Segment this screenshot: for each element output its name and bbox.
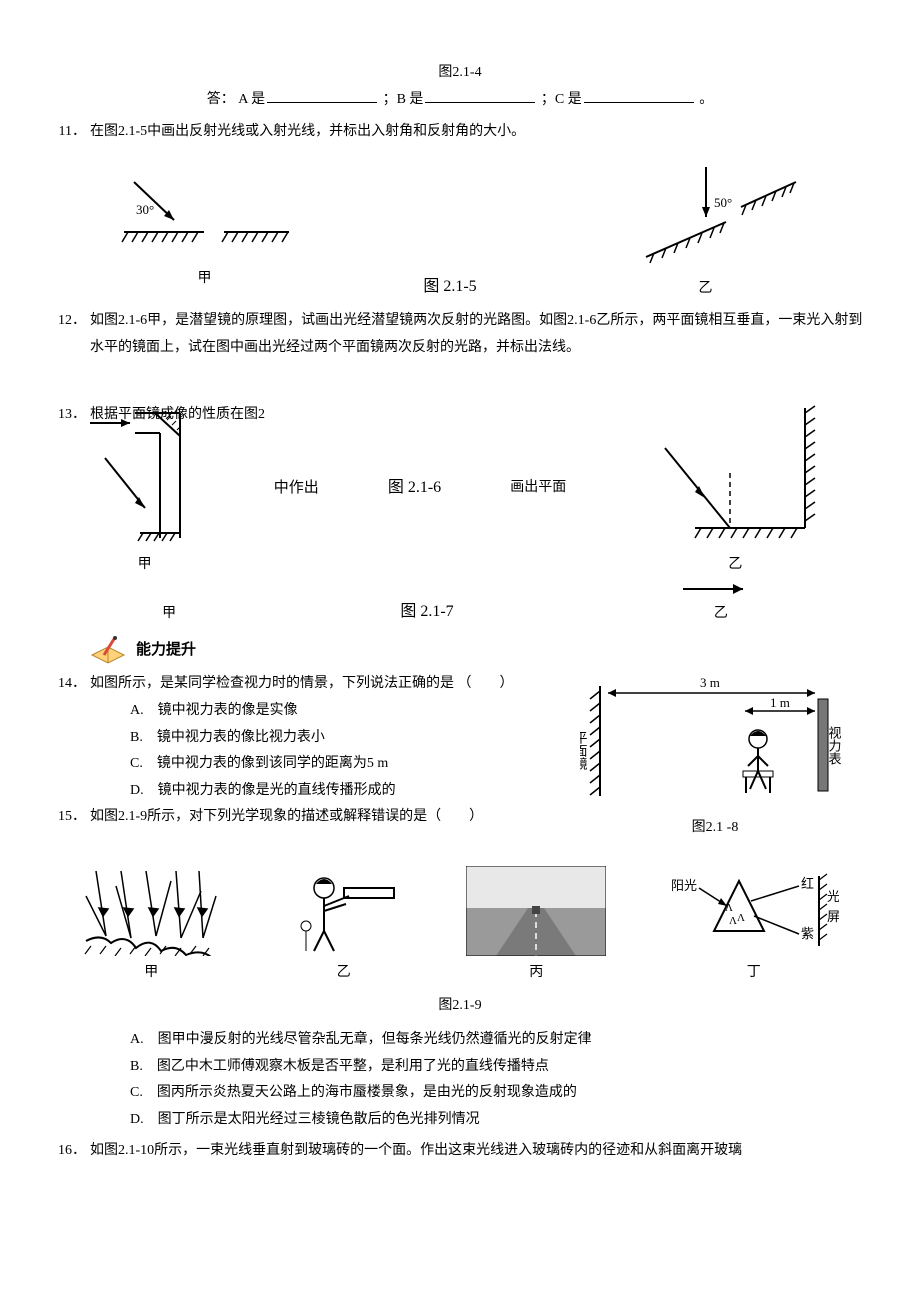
fig-2-1-7-caption: 图 2.1-7 — [400, 597, 453, 627]
section-ability: 能力提升 — [88, 635, 870, 665]
q12-text: 如图2.1-6甲，是潜望镜的原理图，试画出光经潜望镜两次反射的光路图。如图2.1… — [90, 308, 870, 361]
q13-text-suf: 画出平面 — [510, 475, 566, 502]
sub-a: 甲 — [138, 557, 152, 572]
q12-num: 12． — [50, 308, 86, 361]
fig-2-1-8: 3 m 1 m 平面镜 视力表 图2.1 -8 — [580, 671, 850, 842]
fig-2-1-5-caption: 图 2.1-5 — [423, 272, 476, 302]
blank-b — [425, 88, 535, 103]
fig-2-1-9-caption: 图2.1-9 — [50, 993, 870, 1020]
fig-2-1-8-caption: 图2.1 -8 — [580, 815, 850, 842]
fig-2-1-4-caption: 图2.1-4 — [50, 60, 870, 87]
q15-opt-a: A. 图甲中漫反射的光线尽管杂乱无章，但每条光线仍然遵循光的反射定律 — [130, 1027, 870, 1054]
ans-c: ；C 是 — [541, 92, 582, 107]
q11-num: 11． — [50, 119, 86, 146]
svg-text:Λ: Λ — [737, 912, 745, 924]
fig-2-1-5-b: 50° 乙 — [606, 162, 806, 303]
q11-text: 在图2.1-5中画出反射光线或入射光线，并标出入射角和反射角的大小。 — [90, 119, 870, 146]
q13-text-mid: 中作出 — [274, 474, 319, 503]
q11: 11． 在图2.1-5中画出反射光线或入射光线，并标出入射角和反射角的大小。 — [50, 119, 870, 146]
fig-2-1-5-b-label: 乙 — [606, 276, 806, 303]
svg-text:1 m: 1 m — [770, 695, 790, 710]
angle-50: 50° — [714, 195, 732, 210]
svg-text:视力表: 视力表 — [827, 726, 842, 765]
q16-text: 如图2.1-10所示，一束光线垂直射到玻璃砖的一个面。作出这束光线进入玻璃砖内的… — [90, 1138, 870, 1165]
svg-text:Λ: Λ — [725, 902, 733, 914]
fig-2-1-6-a: 甲 — [85, 398, 205, 579]
fig-2-1-6-b: 乙 — [635, 398, 835, 579]
svg-text:红: 红 — [801, 876, 814, 891]
q16: 16． 如图2.1-10所示，一束光线垂直射到玻璃砖的一个面。作出这束光线进入玻… — [50, 1138, 870, 1165]
book-pen-icon — [88, 635, 128, 665]
fig-2-1-6-a-label: 甲 — [85, 552, 205, 579]
q15-text: 如图2.1-9所示，对下列光学现象的描述或解释错误的是（ ） — [90, 804, 564, 831]
answer-line: 答： A 是 ；B 是 ；C 是 。 — [50, 87, 870, 114]
svg-text:Λ: Λ — [729, 915, 737, 927]
svg-text:阳光: 阳光 — [671, 878, 697, 893]
fig-2-1-9-d: 阳光 Λ Λ Λ 红 紫 光 屏 丁 — [669, 866, 839, 987]
fig-2-1-9: 甲 乙 丙 阳光 — [50, 866, 870, 987]
fig-2-1-7: 甲 图 2.1-7 乙 — [50, 577, 870, 628]
fig-2-1-9-b: 乙 — [284, 866, 404, 987]
q14-num: 14． — [50, 671, 86, 698]
q14: 14． 如图所示，是某同学检查视力时的情景，下列说法正确的是 （ ） — [50, 671, 564, 698]
fig-2-1-9-d-label: 丁 — [669, 960, 839, 987]
section-ability-title: 能力提升 — [136, 636, 196, 665]
ans-a: A 是 — [238, 92, 265, 107]
q15-opt-b: B. 图乙中木工师傅观察木板是否平整，是利用了光的直线传播特点 — [130, 1054, 870, 1081]
ans-b: ；B 是 — [383, 92, 424, 107]
svg-text:平面镜: 平面镜 — [580, 731, 588, 770]
fig-2-1-5-a: 30° 甲 — [114, 172, 294, 293]
q13-num: 13． — [50, 402, 86, 429]
svg-text:3 m: 3 m — [700, 675, 720, 690]
fig-2-1-9-c-label: 丙 — [466, 960, 606, 987]
angle-30: 30° — [136, 202, 154, 217]
fig-2-1-7-a: 甲 — [162, 597, 176, 628]
fig-2-1-5: 30° 甲 图 2.1-5 — [50, 162, 870, 303]
svg-text:紫: 紫 — [801, 926, 814, 941]
q15-opt-d: D. 图丁所示是太阳光经过三棱镜色散后的色光排列情况 — [130, 1107, 870, 1134]
q15-num: 15． — [50, 804, 86, 831]
blank-a — [267, 88, 377, 103]
fig-2-1-6-caption: 图 2.1-6 — [388, 473, 441, 503]
fig-2-1-7-b: 乙 — [678, 577, 758, 628]
svg-text:屏: 屏 — [827, 909, 839, 924]
blank-c — [584, 88, 694, 103]
ans-prefix: 答： — [207, 92, 235, 107]
fig-2-1-9-a: 甲 — [81, 866, 221, 987]
fig-2-1-9-b-label: 乙 — [284, 960, 404, 987]
fig-2-1-6-b-label: 乙 — [635, 552, 835, 579]
q15: 15． 如图2.1-9所示，对下列光学现象的描述或解释错误的是（ ） — [50, 804, 564, 831]
fig-2-1-7-a-label: 甲 — [162, 601, 176, 628]
fig-2-1-5-a-label: 甲 — [114, 266, 294, 293]
svg-text:光: 光 — [827, 889, 839, 904]
q14-text: 如图所示，是某同学检查视力时的情景，下列说法正确的是 （ ） — [90, 671, 564, 698]
fig-2-1-9-a-label: 甲 — [81, 960, 221, 987]
q12: 12． 如图2.1-6甲，是潜望镜的原理图，试画出光经潜望镜两次反射的光路图。如… — [50, 308, 870, 361]
fig-2-1-7-b-label: 乙 — [714, 606, 728, 621]
q16-num: 16． — [50, 1138, 86, 1165]
fig-2-1-9-c: 丙 — [466, 866, 606, 987]
ans-suffix: 。 — [699, 92, 713, 107]
q15-opt-c: C. 图丙所示炎热夏天公路上的海市蜃楼景象，是由光的反射现象造成的 — [130, 1080, 870, 1107]
